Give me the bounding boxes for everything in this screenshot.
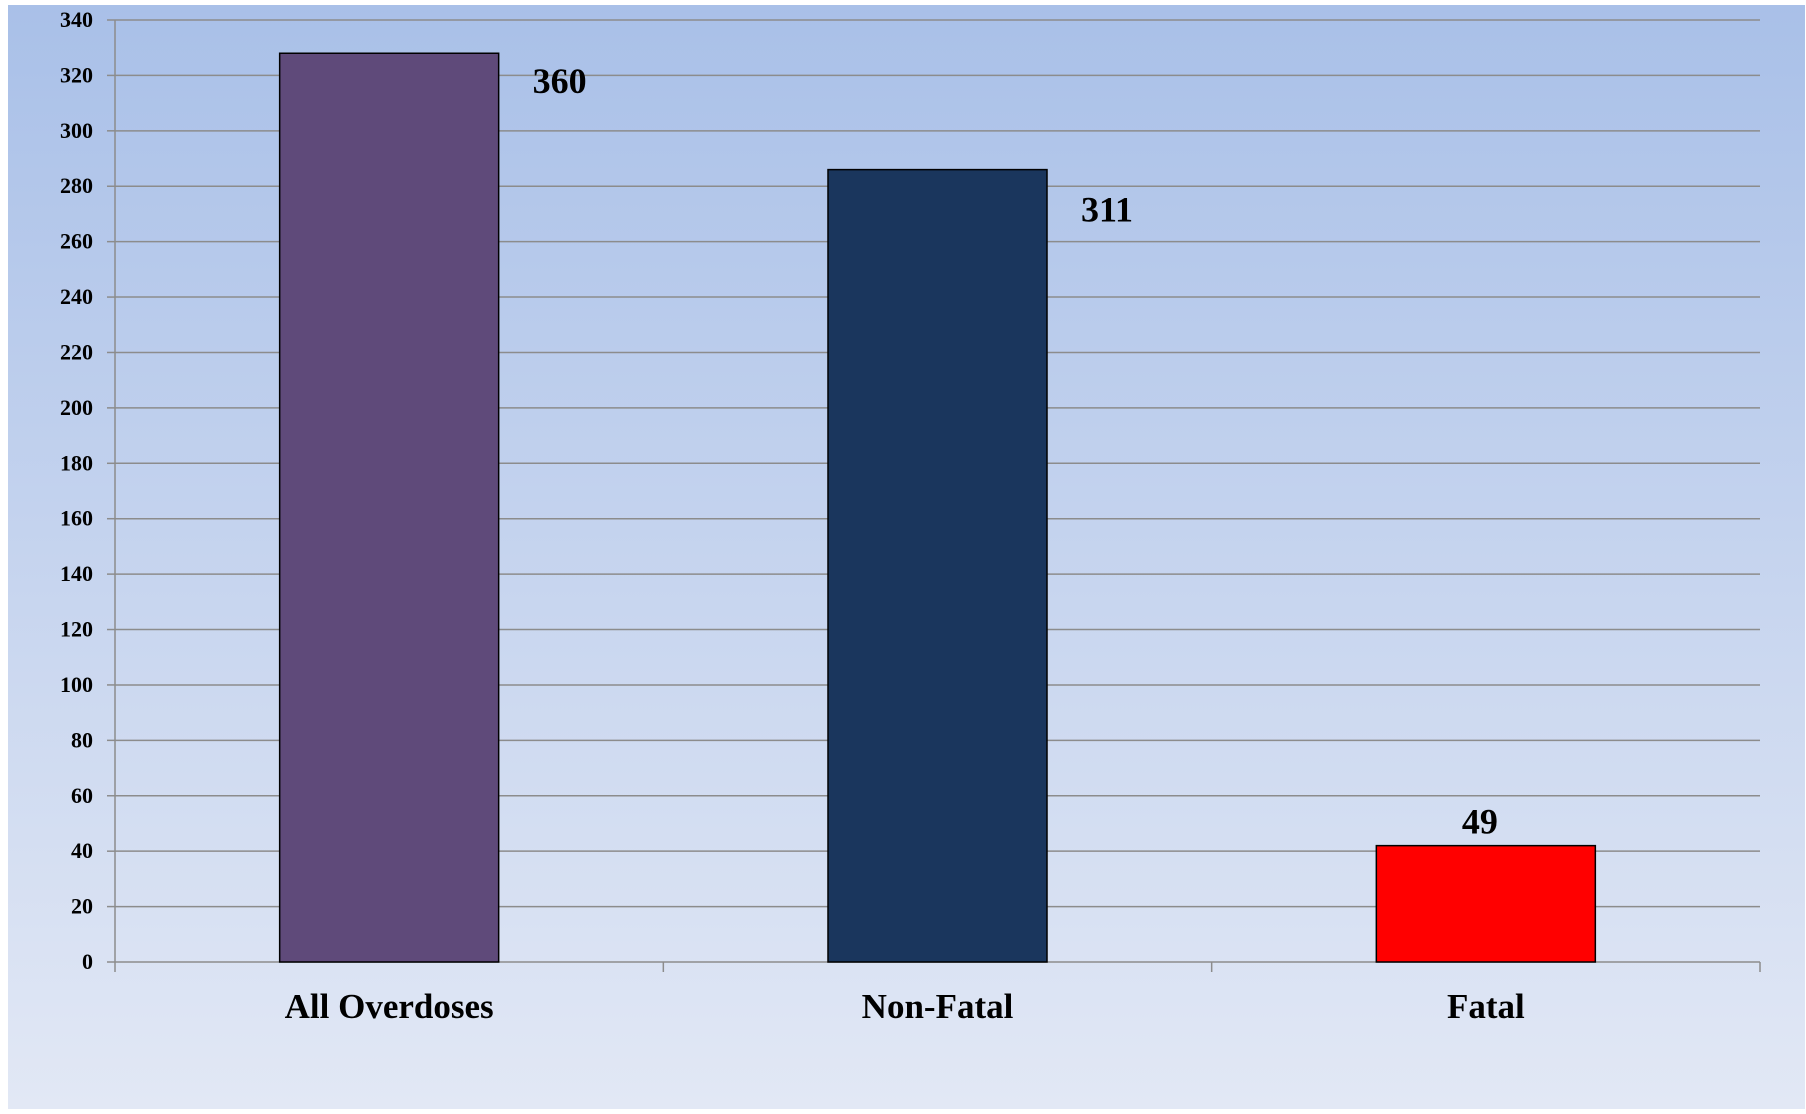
y-tick-label: 240 bbox=[60, 284, 93, 309]
y-tick-label: 280 bbox=[60, 173, 93, 198]
y-tick-label: 80 bbox=[71, 727, 93, 752]
labels: 360 All Overdoses 311 Non-Fatal 49 Fatal bbox=[285, 61, 1525, 1026]
data-label: 49 bbox=[1462, 802, 1498, 842]
data-label: 311 bbox=[1081, 190, 1133, 230]
x-category-label: Non-Fatal bbox=[862, 987, 1014, 1026]
y-tick-label: 120 bbox=[60, 617, 93, 642]
y-tick-label: 160 bbox=[60, 506, 93, 531]
y-tick-label: 40 bbox=[71, 838, 93, 863]
y-tick-label: 180 bbox=[60, 450, 93, 475]
bar-fatal bbox=[1375, 844, 1597, 963]
y-tick-label: 340 bbox=[60, 7, 93, 32]
x-category-label: All Overdoses bbox=[285, 987, 494, 1026]
y-tick-label: 320 bbox=[60, 62, 93, 87]
x-category-label: Fatal bbox=[1447, 987, 1525, 1026]
bars bbox=[278, 52, 1597, 963]
y-tick-label: 100 bbox=[60, 672, 93, 697]
axes: 0 20 40 60 80 100 120 140 160 180 200 220 240 260 280 3… bbox=[60, 7, 1761, 974]
y-tick-label: 300 bbox=[60, 118, 93, 143]
y-tick-label: 200 bbox=[60, 395, 93, 420]
bar-non-fatal bbox=[827, 168, 1048, 963]
y-tick-label: 260 bbox=[60, 229, 93, 254]
bar-all-overdoses bbox=[278, 52, 500, 963]
y-tick-label: 60 bbox=[71, 783, 93, 808]
y-tick-label: 220 bbox=[60, 339, 93, 364]
data-label: 360 bbox=[533, 61, 587, 101]
y-tick-label: 20 bbox=[71, 894, 93, 919]
y-tick-label: 0 bbox=[82, 949, 93, 974]
y-tick-label: 140 bbox=[60, 561, 93, 586]
